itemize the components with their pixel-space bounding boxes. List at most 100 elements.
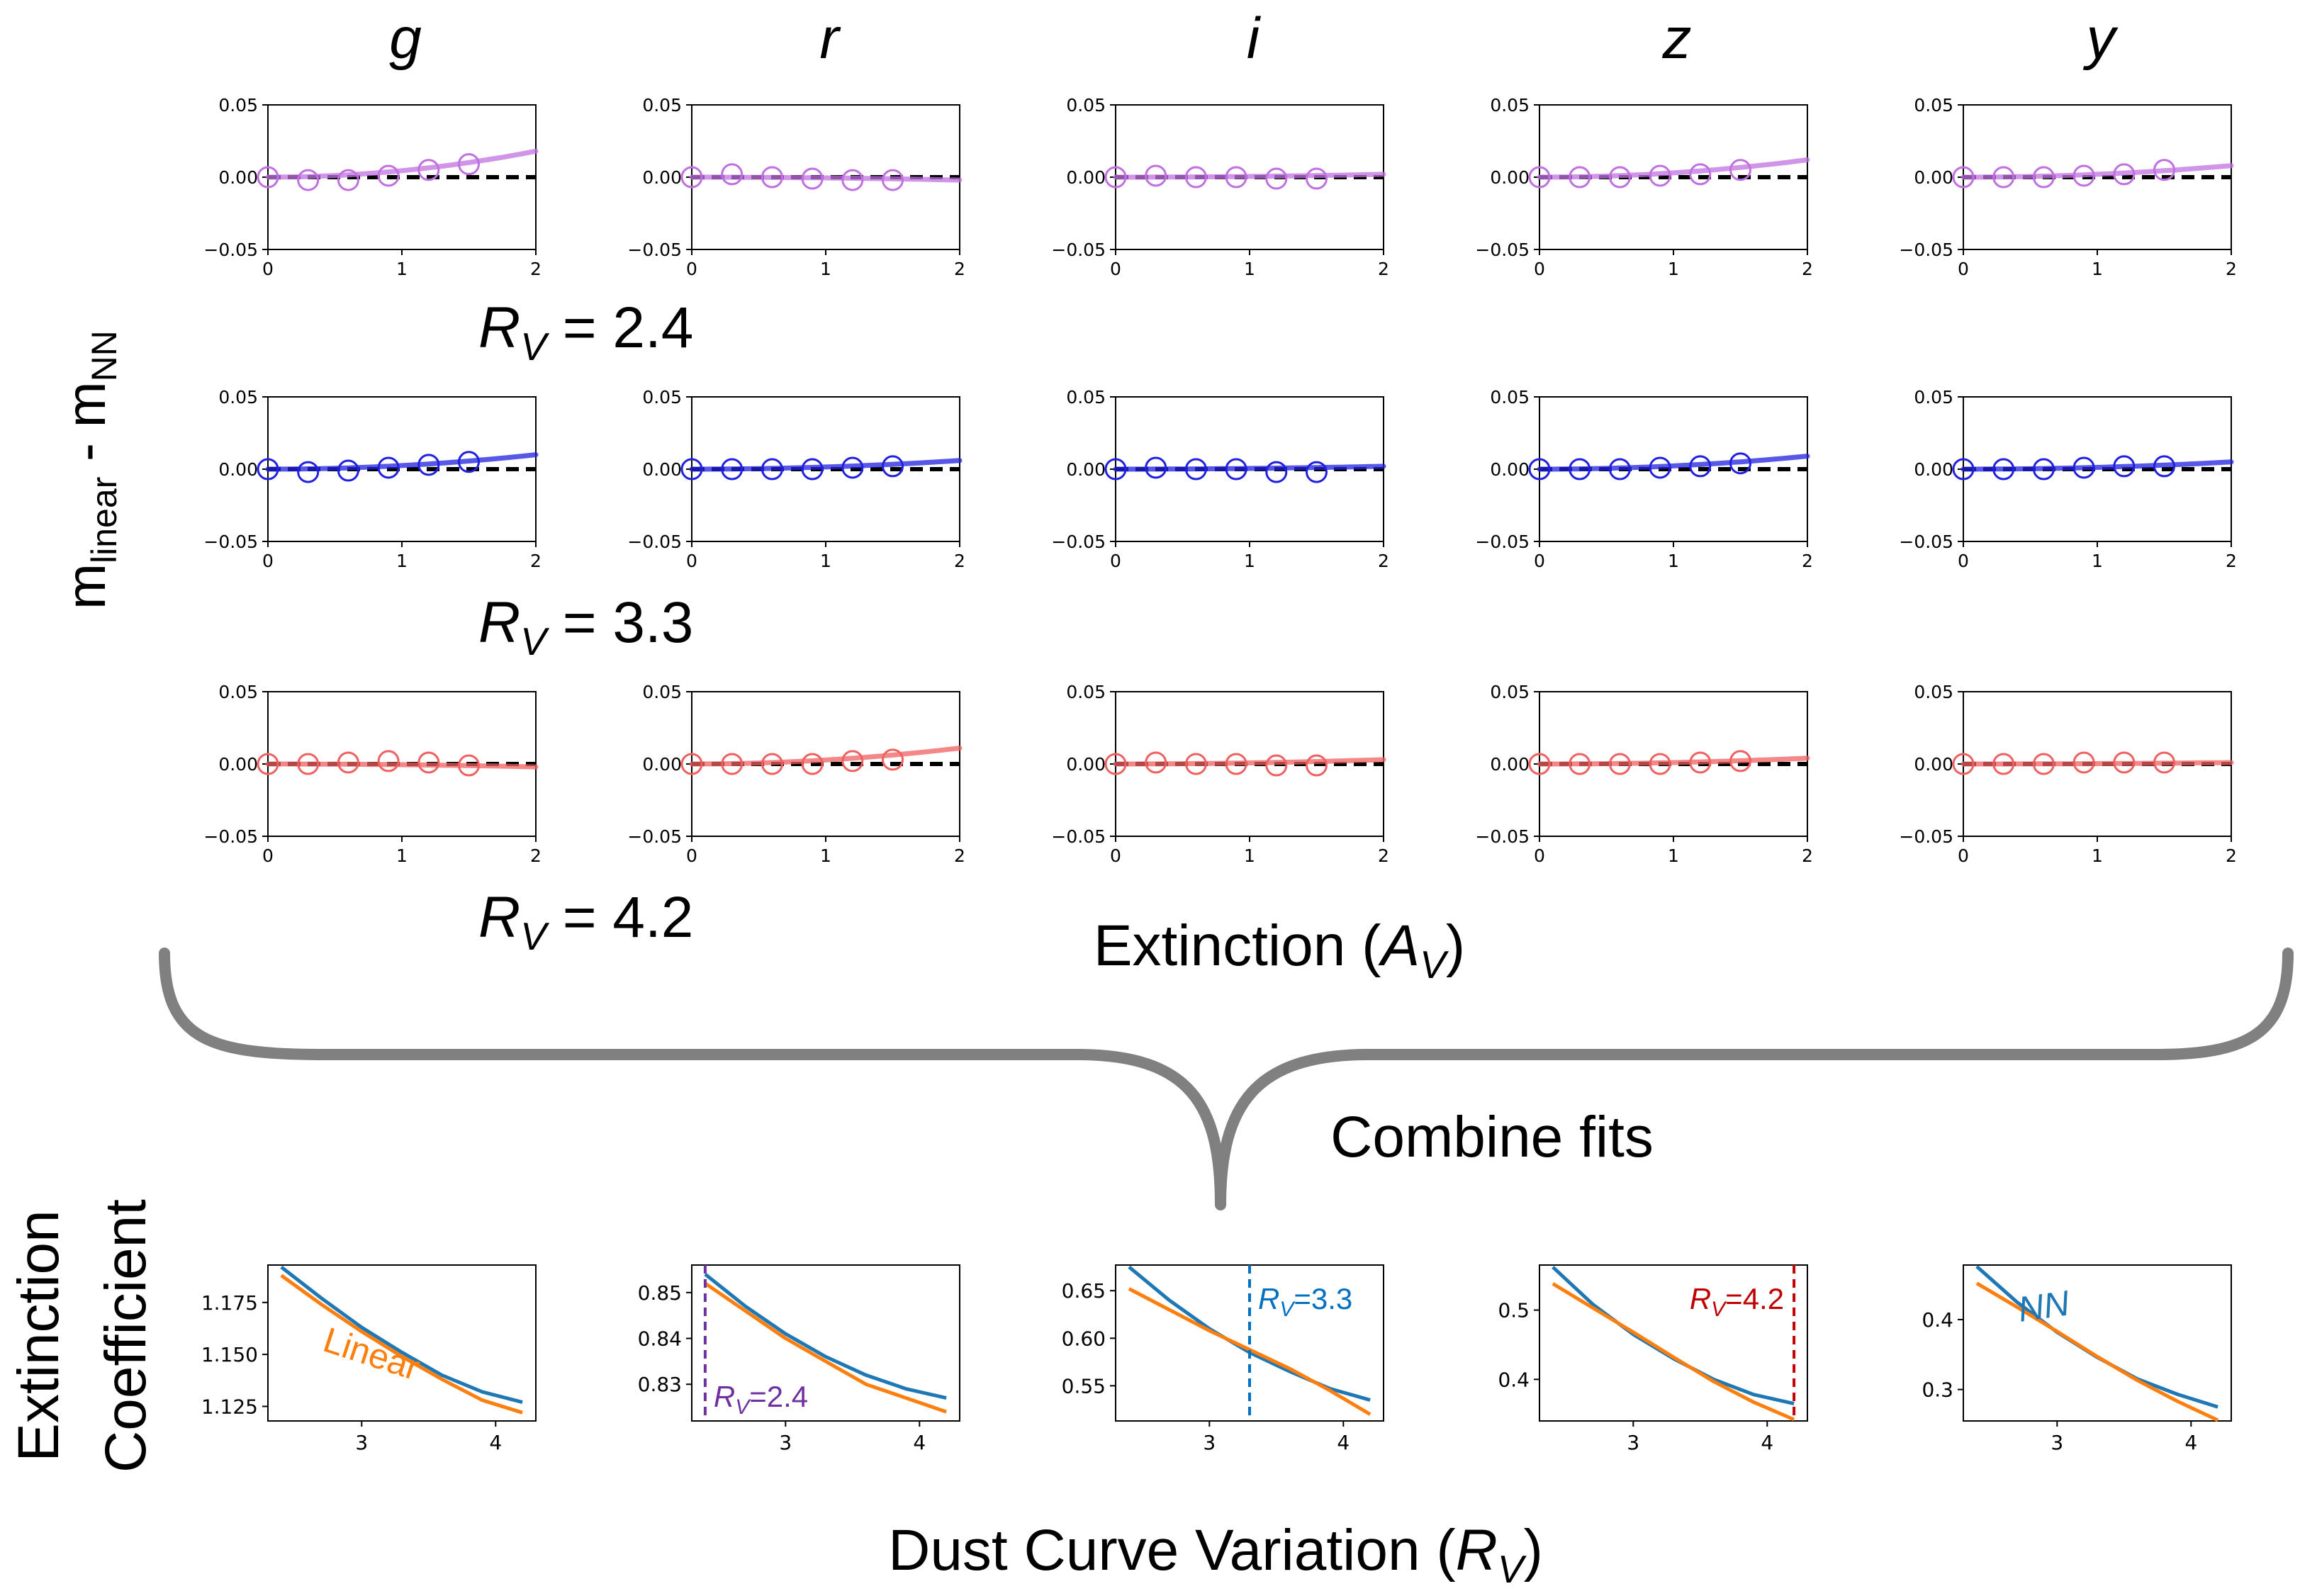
rv-marker-sub: V — [1711, 1298, 1727, 1321]
residual-point — [417, 159, 440, 181]
y-tick-label: 0.3 — [1922, 1378, 1953, 1402]
residual-panel-i-row2: 0.05 0.00 −0.050 1 2 — [1051, 387, 1389, 571]
y-tick-label: 0.00 — [1914, 167, 1953, 188]
x-tick-label: 1 — [396, 551, 408, 571]
residual-point — [1569, 753, 1591, 775]
x-tick-label: 2 — [1378, 259, 1389, 279]
band-header-i: i — [1247, 6, 1262, 71]
fit-curve — [1537, 157, 1810, 180]
y-tick-label: 0.05 — [218, 682, 258, 702]
residual-point — [680, 458, 703, 481]
nn-series-line — [280, 1265, 523, 1405]
residual-point — [458, 451, 480, 473]
y-tick-label: 0.05 — [1490, 387, 1530, 408]
residual-panel-r-row2: 0.05 0.00 −0.050 1 2 — [627, 387, 965, 571]
y-tick-label: −0.05 — [1475, 532, 1530, 552]
residual-point — [841, 750, 864, 772]
y-tick-label: −0.05 — [1051, 826, 1106, 847]
y-tick-label: 0.00 — [1490, 167, 1530, 188]
band-header-r: r — [819, 6, 841, 71]
x-tick-label: 4 — [913, 1431, 926, 1454]
plot-frame — [691, 1264, 960, 1422]
fit-curve — [1113, 757, 1386, 767]
y-tick-label: −0.05 — [1475, 240, 1530, 260]
residual-point — [1952, 166, 1975, 189]
residual-point — [882, 748, 904, 771]
y-tick-label: −0.05 — [1051, 532, 1106, 552]
rv-marker-value: =2.4 — [749, 1380, 808, 1413]
residual-panel-g-row3: 0.05 0.00 −0.050 1 2 — [203, 682, 542, 866]
y-tick-label: 0.00 — [218, 459, 258, 480]
residual-point — [1265, 461, 1288, 483]
y-tick-label: −0.05 — [627, 240, 682, 260]
residual-point — [1689, 455, 1712, 478]
y-tick-label: 0.00 — [1914, 459, 1953, 480]
residual-point — [1528, 166, 1551, 189]
band-headers: g r i z y — [389, 6, 2119, 71]
x-tick-label: 1 — [1244, 845, 1255, 866]
y-tick-label: 0.05 — [218, 95, 258, 116]
y-tick-label: −0.05 — [1899, 240, 1953, 260]
extinction-xlabel: Extinction (AV) — [1094, 914, 1465, 987]
residual-panel-z-row3: 0.05 0.00 −0.050 1 2 — [1475, 682, 1813, 866]
x-tick-label: 1 — [2092, 845, 2103, 866]
residual-point — [1225, 753, 1247, 775]
y-tick-label: 0.05 — [642, 682, 682, 702]
y-tick-label: 0.4 — [1498, 1368, 1530, 1391]
y-tick-label: −0.05 — [1899, 826, 1953, 847]
y-tick-label: 0.05 — [642, 387, 682, 408]
x-tick-label: 1 — [1244, 551, 1255, 571]
residual-point — [337, 169, 359, 191]
residual-point — [801, 167, 824, 190]
rv-marker-var: R — [714, 1380, 735, 1413]
x-tick-label: 0 — [262, 845, 274, 866]
residual-point — [417, 751, 440, 774]
fit-curve — [1960, 760, 2234, 767]
residual-point — [1952, 753, 1975, 775]
linear-series-line — [1975, 1281, 2219, 1422]
x-tick-label: 4 — [2184, 1431, 2197, 1454]
rv-marker-label: RV=4.2 — [1690, 1282, 1784, 1321]
y-tick-label: 0.05 — [218, 387, 258, 408]
residual-point — [1104, 166, 1127, 189]
residual-point — [297, 753, 320, 775]
residual-point — [1649, 456, 1671, 479]
residual-point — [1569, 166, 1591, 189]
x-tick-label: 2 — [2226, 259, 2237, 279]
y-tick-label: 0.85 — [638, 1281, 682, 1305]
residual-grid: 0.050.00−0.050 1 20.050.00−0.050 1 20.050.00… — [203, 95, 2237, 866]
fit-curve — [1113, 172, 1386, 180]
residual-point — [761, 458, 783, 481]
residual-point — [2072, 751, 2095, 774]
y-tick-label: 0.83 — [638, 1373, 682, 1396]
x-tick-label: 0 — [686, 845, 697, 866]
x-tick-label: 1 — [820, 551, 831, 571]
residual-panel-y-row2: 0.05 0.00 −0.050 1 2 — [1899, 387, 2237, 571]
fit-curve — [1113, 463, 1386, 472]
residual-point — [1145, 751, 1167, 774]
coef-panel-y: 0.4 0.3 3 4 — [1922, 1264, 2232, 1454]
residual-point — [2113, 751, 2136, 774]
residual-point — [680, 166, 703, 189]
y-tick-label: 0.84 — [638, 1327, 682, 1351]
residual-point — [297, 461, 320, 483]
x-tick-label: 0 — [686, 551, 697, 571]
residual-point — [882, 169, 904, 191]
residual-point — [2113, 455, 2136, 478]
residual-panel-y-row1: 0.05 0.00 −0.050 1 2 — [1899, 95, 2237, 279]
fit-curve — [265, 452, 539, 472]
rv-marker-label: RV=3.3 — [1258, 1282, 1352, 1321]
y-tick-label: 0.00 — [1066, 459, 1106, 480]
linear-series-line — [280, 1274, 523, 1415]
coef-panel-i: 0.65 0.60 0.55 3 4 RV=3.3 — [1062, 1264, 1384, 1454]
residual-point — [721, 163, 744, 186]
combine-fits-label: Combine fits — [1330, 1105, 1654, 1169]
plot-frame — [1963, 1264, 2232, 1422]
y-tick-label: 0.00 — [1490, 459, 1530, 480]
x-tick-label: 4 — [1337, 1431, 1350, 1454]
residual-panel-i-row3: 0.05 0.00 −0.050 1 2 — [1051, 682, 1389, 866]
x-tick-label: 3 — [779, 1431, 792, 1454]
residual-point — [1265, 754, 1288, 777]
x-tick-label: 1 — [2092, 259, 2103, 279]
residual-point — [257, 458, 279, 481]
